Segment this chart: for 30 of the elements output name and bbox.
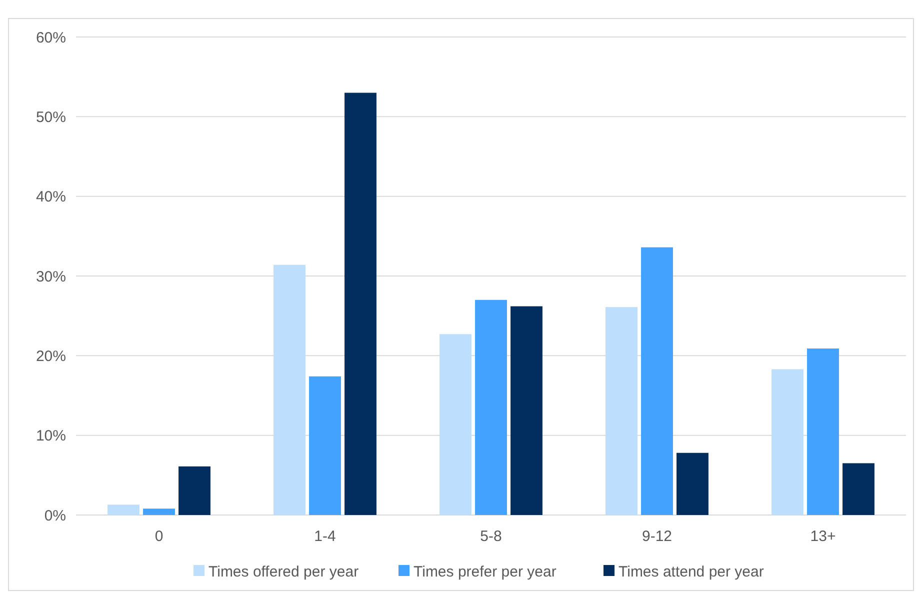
x-tick-label: 5-8: [480, 528, 502, 545]
bar: [475, 300, 507, 515]
bar: [807, 348, 839, 515]
bar: [641, 247, 673, 515]
bar: [772, 369, 804, 515]
x-tick-label: 0: [154, 528, 164, 545]
bar: [510, 306, 542, 515]
y-tick-label: 50%: [36, 108, 66, 126]
bar: [178, 466, 210, 515]
x-tick-label: 13+: [810, 528, 836, 545]
bar: [274, 264, 306, 515]
y-tick-label: 60%: [36, 29, 66, 46]
bar: [676, 452, 708, 515]
legend-label: Times offered per year: [208, 563, 359, 580]
bar: [606, 307, 638, 515]
y-tick-label: 0%: [44, 507, 66, 524]
y-tick-label: 10%: [36, 428, 66, 445]
bar: [842, 463, 874, 515]
y-tick-label: 40%: [36, 188, 66, 206]
legend-label: Times prefer per year: [414, 563, 556, 580]
bar: [108, 504, 140, 515]
bar: [143, 508, 175, 515]
bar: [440, 334, 472, 515]
x-tick-label: 9-12: [642, 528, 672, 545]
bar: [344, 92, 376, 515]
legend-label: Times attend per year: [618, 563, 764, 580]
y-tick-label: 20%: [36, 348, 66, 365]
bar: [309, 376, 341, 515]
y-tick-label: 30%: [36, 268, 66, 286]
x-tick-label: 1-4: [314, 528, 336, 545]
